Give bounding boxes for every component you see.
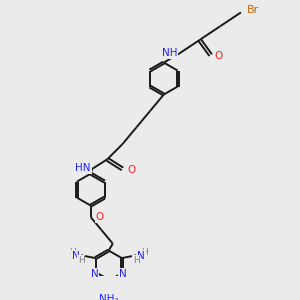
Text: Br: Br <box>247 5 259 15</box>
Text: N: N <box>137 251 145 261</box>
Text: H: H <box>133 256 140 265</box>
Text: O: O <box>128 165 136 175</box>
Text: N: N <box>119 269 127 279</box>
Text: N: N <box>72 251 80 261</box>
Text: O: O <box>215 52 223 61</box>
Text: HN: HN <box>75 164 91 173</box>
Text: O: O <box>96 212 104 222</box>
Text: NH₂: NH₂ <box>99 294 118 300</box>
Text: NH: NH <box>162 48 178 58</box>
Text: H: H <box>141 248 148 256</box>
Text: H: H <box>70 248 76 256</box>
Text: H: H <box>78 256 85 265</box>
Text: N: N <box>91 269 99 279</box>
